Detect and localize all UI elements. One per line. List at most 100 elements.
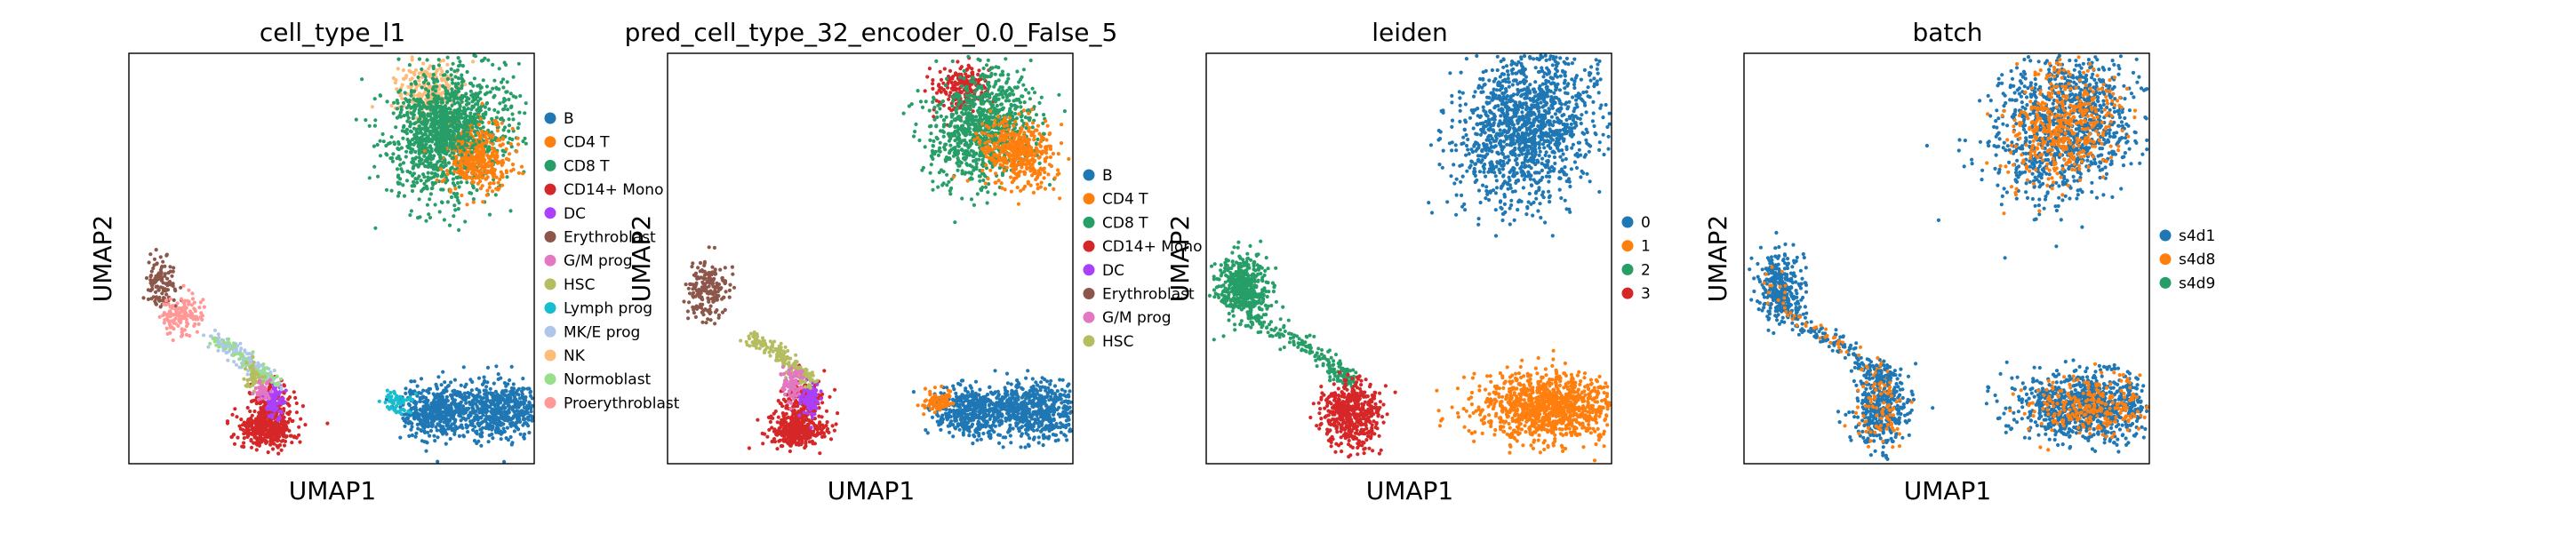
- cell-point: [493, 136, 498, 140]
- cell-point: [410, 188, 415, 194]
- cell-point: [934, 110, 939, 115]
- cell-point: [478, 187, 484, 191]
- cell-point: [216, 348, 220, 353]
- cell-point: [492, 181, 496, 186]
- cell-point: [948, 68, 953, 73]
- cell-point: [473, 142, 477, 147]
- cell-point: [435, 428, 439, 433]
- cell-point: [193, 307, 197, 312]
- cell-point: [463, 385, 468, 389]
- cell-point: [477, 133, 482, 138]
- cell-point: [280, 432, 284, 436]
- cell-point: [380, 131, 385, 137]
- cell-point: [411, 156, 415, 161]
- cell-point: [484, 101, 489, 106]
- cell-point: [420, 67, 424, 72]
- cell-point: [529, 389, 533, 394]
- cell-point: [480, 419, 485, 425]
- cell-point: [260, 429, 264, 434]
- legend-item: G/M prog: [544, 252, 633, 270]
- cell-point: [396, 191, 402, 195]
- cell-point: [439, 383, 444, 387]
- cell-point: [478, 137, 483, 141]
- cell-point: [504, 171, 509, 175]
- cell-point: [480, 382, 485, 386]
- cell-point: [445, 200, 450, 204]
- cell-point: [164, 282, 168, 286]
- cell-point: [928, 171, 932, 175]
- cell-point: [411, 99, 415, 104]
- cell-point: [945, 172, 949, 177]
- cell-point: [495, 402, 500, 406]
- legend-label: Proerythroblast: [564, 394, 680, 412]
- cell-point: [413, 156, 418, 161]
- cell-point: [165, 315, 170, 320]
- cell-point: [496, 372, 500, 377]
- cell-point: [978, 179, 982, 183]
- cell-point: [410, 433, 414, 438]
- cell-point: [225, 419, 230, 424]
- cell-point: [455, 180, 460, 186]
- cell-point: [420, 187, 425, 192]
- cell-point: [455, 192, 460, 196]
- cell-point: [431, 72, 436, 77]
- cell-point: [422, 440, 427, 444]
- cell-point: [421, 400, 427, 404]
- cell-point: [399, 146, 404, 150]
- cell-point: [423, 69, 428, 74]
- cell-point: [440, 119, 444, 124]
- cell-point: [161, 286, 165, 290]
- cell-point: [389, 188, 394, 193]
- cell-point: [438, 155, 443, 160]
- cell-point: [956, 60, 960, 64]
- cell-point: [445, 62, 450, 67]
- cell-point: [256, 375, 261, 379]
- cell-point: [1015, 69, 1020, 74]
- cell-point: [931, 86, 935, 91]
- legend-marker: [544, 112, 556, 124]
- cell-point: [383, 400, 388, 405]
- cell-point: [452, 428, 457, 433]
- cell-point: [436, 411, 441, 416]
- cell-point: [411, 173, 415, 178]
- cell-point: [427, 82, 431, 86]
- cell-point: [406, 140, 411, 145]
- cell-point: [457, 434, 462, 438]
- cell-point: [411, 89, 415, 93]
- cell-point: [242, 436, 246, 441]
- cell-point: [476, 102, 480, 107]
- cell-point: [512, 414, 516, 418]
- cell-point: [385, 388, 389, 393]
- cell-point: [484, 139, 489, 144]
- cell-point: [439, 76, 444, 81]
- cell-point: [415, 180, 420, 185]
- cell-point: [401, 161, 406, 165]
- cell-point: [398, 93, 403, 98]
- cell-point: [252, 441, 256, 445]
- cell-point: [376, 174, 380, 179]
- cell-point: [495, 392, 500, 397]
- cell-point: [406, 103, 412, 107]
- cell-point: [472, 130, 477, 134]
- cell-point: [443, 73, 447, 77]
- cell-point: [474, 172, 478, 177]
- cell-point: [468, 81, 474, 85]
- cell-point: [989, 91, 995, 96]
- cell-point: [478, 434, 483, 438]
- cell-point: [426, 430, 430, 434]
- cell-point: [266, 372, 269, 377]
- cell-point: [400, 129, 404, 133]
- cell-point: [484, 395, 489, 400]
- cell-point: [484, 193, 489, 197]
- cell-point: [141, 296, 146, 300]
- cell-point: [397, 181, 402, 186]
- legend-marker: [544, 207, 556, 219]
- cell-point: [238, 341, 243, 346]
- cell-point: [443, 410, 447, 415]
- cell-point: [494, 115, 499, 120]
- cell-point: [504, 384, 508, 388]
- cell-point: [440, 141, 444, 146]
- cell-point: [485, 380, 490, 385]
- cell-point: [472, 409, 477, 413]
- cell-point: [419, 135, 423, 139]
